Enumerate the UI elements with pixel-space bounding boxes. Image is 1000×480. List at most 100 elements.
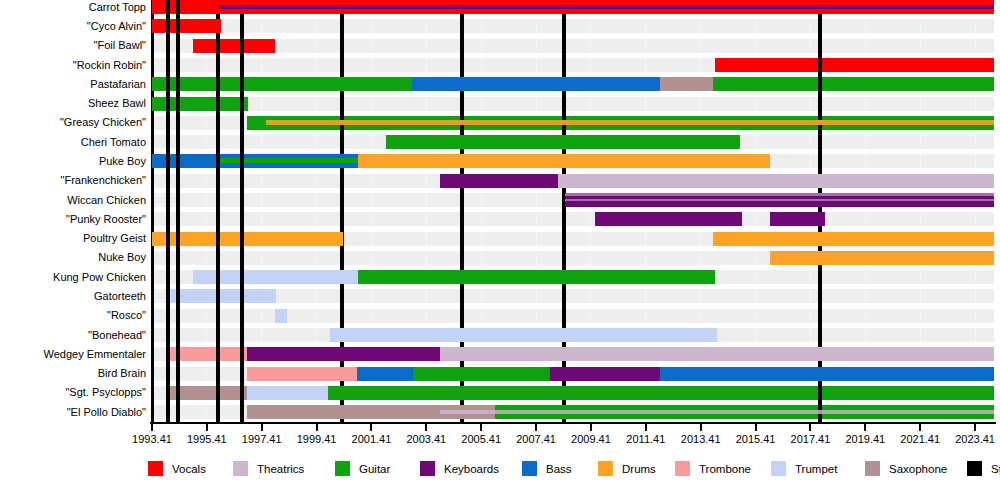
legend-label: Theatrics — [257, 463, 304, 475]
timeline-bar-saxophone — [660, 77, 713, 91]
legend-swatch-saxophone — [865, 461, 880, 476]
axis-tick-label: 1997.41 — [232, 433, 292, 445]
legend-label: Trumpet — [795, 463, 837, 475]
timeline-bar-guitar — [713, 77, 994, 91]
timeline-bar-trumpet — [167, 289, 276, 303]
axis-tick-label: 2005.41 — [451, 433, 511, 445]
timeline-bar-drums — [770, 251, 994, 265]
album-line-split — [240, 386, 244, 400]
timeline-bar-trumpet — [275, 309, 287, 323]
axis-tick — [206, 424, 208, 431]
timeline-bar-trumpet — [247, 386, 328, 400]
axis-tick — [645, 424, 647, 431]
legend-item: Saxophone — [865, 461, 975, 477]
axis-tick — [974, 424, 976, 431]
legend-swatch-studio_album — [967, 461, 982, 476]
axis-tick-label: 2011.41 — [616, 433, 676, 445]
plot-area — [0, 0, 1000, 422]
x-axis: 1993.411995.411997.411999.412001.412003.… — [0, 422, 1000, 450]
axis-tick-label: 2021.41 — [890, 433, 950, 445]
axis-tick — [864, 424, 866, 431]
y-axis-line — [151, 0, 154, 422]
instrument-stripe-theatrics — [440, 410, 994, 414]
legend-label: Trombone — [699, 463, 751, 475]
legend-label: Studio albums — [991, 463, 1000, 475]
timeline-bar-drums — [152, 232, 343, 246]
album-line-split — [240, 97, 244, 111]
axis-tick-label: 2013.41 — [671, 433, 731, 445]
album-line-split — [216, 39, 220, 53]
axis-tick — [535, 424, 537, 431]
legend-item: Keyboards — [420, 461, 530, 477]
legend-swatch-keyboards — [420, 461, 435, 476]
album-line-split — [176, 232, 180, 246]
timeline-bar-guitar — [386, 135, 740, 149]
axis-tick-label: 2015.41 — [726, 433, 786, 445]
album-line-split — [216, 386, 220, 400]
axis-tick-label: 1995.41 — [177, 433, 237, 445]
timeline-bar-keyboards — [247, 347, 440, 361]
row-band — [152, 39, 994, 53]
axis-tick-label: 2017.41 — [780, 433, 840, 445]
album-line-split — [216, 154, 220, 168]
timeline-bar-keyboards — [595, 212, 742, 226]
timeline-bar-keyboards — [770, 212, 825, 226]
timeline-bar-vocals — [715, 58, 994, 72]
timeline-bar-bass — [660, 367, 994, 381]
axis-tick-label: 2009.41 — [561, 433, 621, 445]
axis-tick — [151, 424, 153, 431]
album-line-split — [176, 19, 180, 33]
album-line-split — [166, 97, 170, 111]
legend-swatch-guitar — [335, 461, 350, 476]
album-line-split — [240, 347, 244, 361]
axis-tick-label: 2001.41 — [341, 433, 401, 445]
album-line-split — [216, 77, 220, 91]
axis-tick — [809, 424, 811, 431]
timeline-bar-keyboards — [440, 174, 558, 188]
album-line-split — [818, 77, 822, 91]
album-line-split — [166, 386, 170, 400]
timeline-bar-guitar — [358, 270, 715, 284]
axis-tick — [425, 424, 427, 431]
album-line-split — [176, 77, 180, 91]
timeline-bar-bass — [357, 367, 413, 381]
legend-label: Keyboards — [444, 463, 499, 475]
album-line-split — [216, 347, 220, 361]
legend-label: Bass — [546, 463, 572, 475]
row-band — [152, 212, 994, 226]
legend-swatch-drums — [598, 461, 613, 476]
axis-tick — [919, 424, 921, 431]
timeline-bar-bass — [412, 77, 660, 91]
instrument-stripe-theatrics — [565, 193, 994, 196]
axis-tick-label: 2019.41 — [835, 433, 895, 445]
album-line-split — [176, 97, 180, 111]
row-band — [152, 97, 994, 111]
instrument-stripe-theatrics — [565, 199, 994, 201]
legend-item: Studio albums — [967, 461, 1000, 477]
axis-tick — [590, 424, 592, 431]
axis-tick — [370, 424, 372, 431]
album-line-split — [176, 289, 180, 303]
instrument-stripe-goldenrod — [266, 120, 994, 125]
album-line-split — [166, 19, 170, 33]
album-line-split — [176, 347, 180, 361]
timeline-bar-theatrics — [440, 347, 994, 361]
album-line-split — [240, 270, 244, 284]
timeline-bar-keyboards — [550, 367, 660, 381]
album-line-split — [176, 386, 180, 400]
axis-tick-label: 2023.41 — [945, 433, 1000, 445]
album-line-split — [176, 154, 180, 168]
legend-swatch-vocals — [148, 461, 163, 476]
axis-tick — [700, 424, 702, 431]
axis-tick — [755, 424, 757, 431]
axis-tick-label: 2003.41 — [396, 433, 456, 445]
album-line-split — [818, 386, 822, 400]
x-axis-line — [150, 422, 996, 424]
timeline-bar-drums — [358, 154, 770, 168]
legend-swatch-trumpet — [771, 461, 786, 476]
timeline-bar-vocals — [152, 19, 221, 33]
album-line-split — [240, 232, 244, 246]
timeline-bar-vocals — [193, 39, 275, 53]
legend-swatch-bass — [522, 461, 537, 476]
legend-item: Theatrics — [233, 461, 343, 477]
